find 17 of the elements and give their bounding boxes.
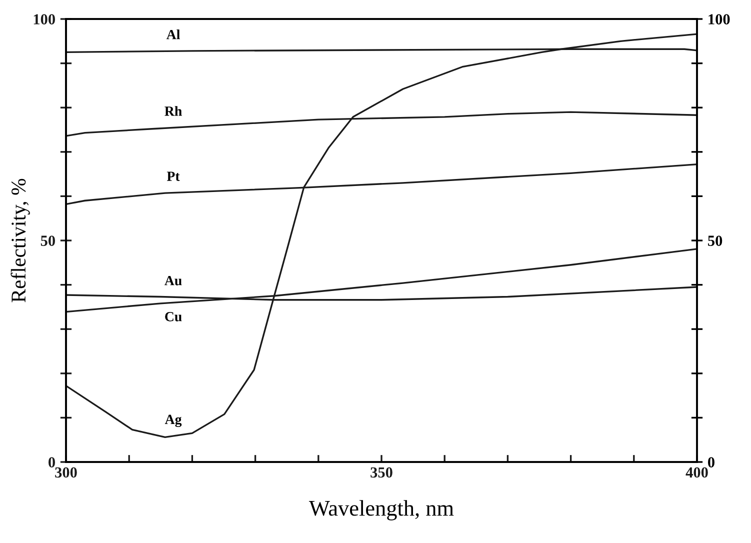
y2-tick-label: 50 [708, 236, 722, 246]
y-tick-label: 100 [34, 14, 55, 24]
series-label: Pt [166, 172, 180, 181]
y2-tick-label: 100 [708, 14, 730, 24]
x-tick-label: 350 [370, 467, 392, 478]
x-tick-label: 300 [55, 467, 77, 478]
y2-tick-label: 0 [708, 457, 714, 468]
y-tick-label: 50 [40, 236, 55, 246]
series-label: Cu [165, 312, 182, 322]
y-axis-title: Reflectivity, % [10, 178, 30, 302]
series-label: Au [164, 276, 182, 286]
series-label: Al [166, 30, 180, 40]
y-tick-label: 0 [48, 457, 55, 468]
x-tick-label: 400 [686, 467, 708, 478]
series-label: Rh [164, 106, 182, 116]
series-label: Ag [164, 414, 182, 428]
x-axis-title: Wavelength, nm [308, 500, 454, 520]
